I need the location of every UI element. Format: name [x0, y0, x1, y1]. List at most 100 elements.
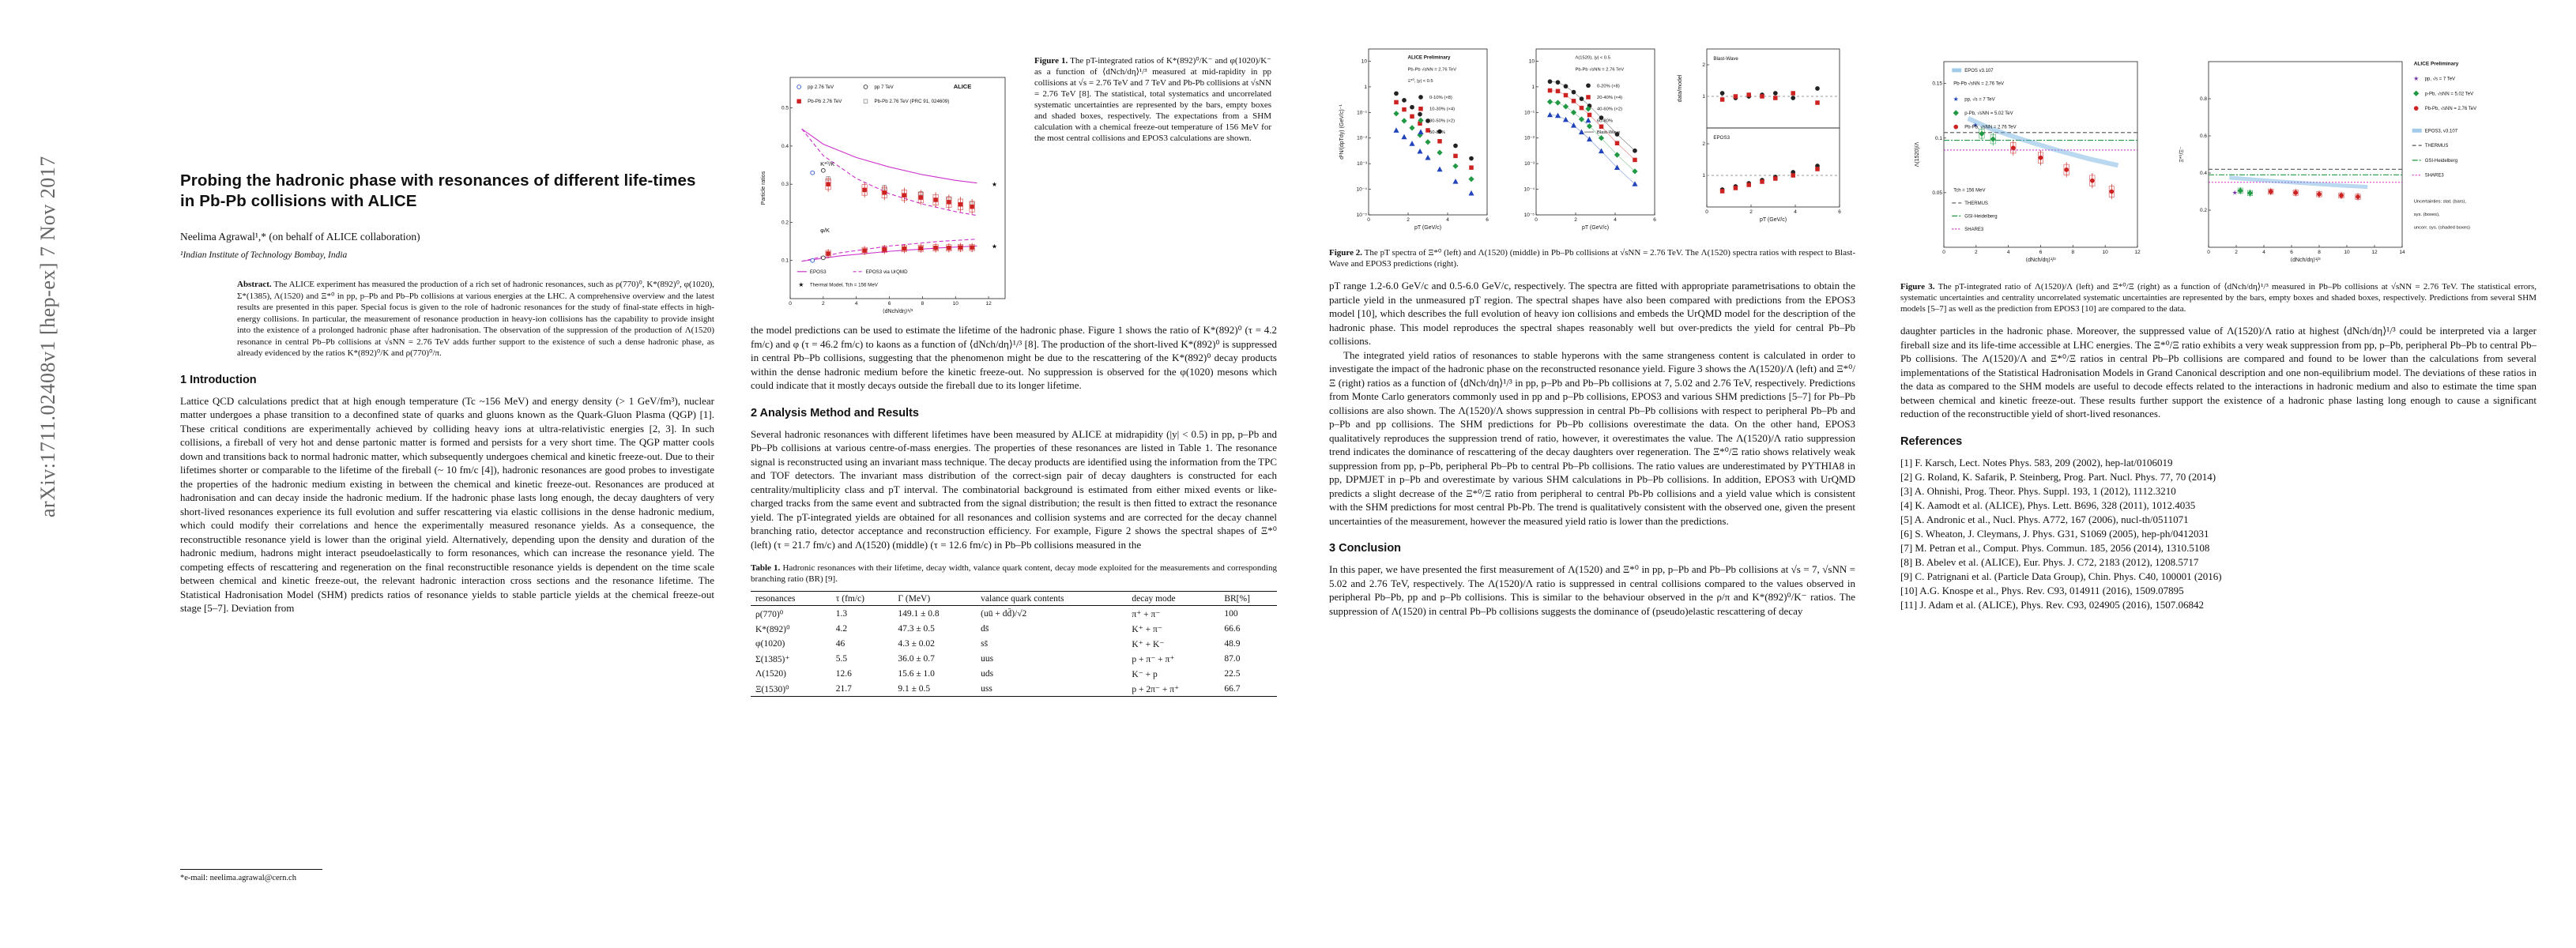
svg-text:1: 1	[1702, 94, 1705, 100]
svg-text:14: 14	[2399, 250, 2405, 255]
svg-text:12: 12	[2134, 250, 2141, 255]
figure-1-caption: Figure 1. The pT-integrated ratios of K*…	[1034, 41, 1271, 144]
svg-text:12: 12	[985, 301, 992, 307]
table-cell: 149.1 ± 0.8	[898, 608, 940, 619]
table-cell: 9.1 ± 0.5	[898, 683, 931, 694]
table-cell: K⁺ + K⁻	[1132, 639, 1165, 649]
svg-text:0.4: 0.4	[781, 144, 789, 149]
page3-paragraph-1: pT range 1.2-6.0 GeV/c and 0.5-6.0 GeV/c…	[1329, 280, 1855, 347]
table-cell: K*(892)⁰	[755, 624, 790, 634]
table-row: φ(1020) 46 4.3 ± 0.02 ss̄ K⁺ + K⁻ 48.9	[751, 636, 1277, 651]
reference-entry: [3] A. Ohnishi, Prog. Theor. Phys. Suppl…	[1900, 484, 2176, 497]
svg-text:Pb-Pb √sNN = 2.76 TeV: Pb-Pb √sNN = 2.76 TeV	[1576, 66, 1625, 72]
figure-1-plot-svg: 0 2 4 6 8 10 12 0.1 0.2 0.3 0.4 0.5 ⟨dNch/dη⟩¹/³ Part…	[761, 77, 1006, 314]
table-cell: 21.7	[835, 683, 852, 694]
svg-text:8: 8	[921, 301, 925, 307]
table-cell: 100	[1224, 608, 1238, 619]
table-cell: ds̄	[981, 623, 989, 634]
svg-text:10⁻¹: 10⁻¹	[1357, 110, 1368, 115]
svg-text:ALICE: ALICE	[954, 83, 972, 90]
table-cell: p + π⁻ + π⁺	[1132, 654, 1175, 664]
svg-text:6: 6	[1653, 217, 1656, 223]
table-cell: K⁻ + p	[1132, 669, 1158, 679]
svg-text:4: 4	[2262, 250, 2265, 255]
table-cell: ss̄	[981, 638, 989, 649]
table-cell: uss	[981, 683, 992, 694]
svg-text:SHARE3: SHARE3	[2425, 174, 2445, 179]
svg-text:pT (GeV/c): pT (GeV/c)	[1414, 225, 1441, 231]
svg-text:10: 10	[1361, 58, 1368, 64]
svg-text:SHARE3: SHARE3	[1964, 228, 1984, 232]
svg-text:pT (GeV/c): pT (GeV/c)	[1760, 217, 1787, 223]
svg-text:4: 4	[1794, 209, 1797, 215]
svg-text:50-80%: 50-80%	[1429, 130, 1445, 135]
svg-text:10: 10	[2344, 250, 2350, 255]
table-header-cell: valance quark contents	[981, 593, 1064, 604]
figure-2-plot: 0 2 4 6 10⁻⁵ 10⁻⁴ 10⁻³ 10⁻² 10⁻¹ 1 10 pT (GeV/c) d²N…	[1329, 38, 1855, 241]
table-cell: p + 2π⁻ + π⁺	[1132, 684, 1180, 694]
svg-text:THERMUS: THERMUS	[2425, 144, 2449, 149]
author-line: Neelima Agrawal¹,* (on behalf of ALICE c…	[180, 231, 420, 243]
abstract-text: The ALICE experiment has measured the pr…	[237, 280, 714, 358]
svg-text:10⁻²: 10⁻²	[1524, 136, 1535, 141]
svg-text:0.1: 0.1	[781, 258, 789, 264]
svg-text:★: ★	[1972, 122, 1978, 129]
footnote-rule	[180, 869, 322, 870]
table-row: Λ(1520) 12.6 15.6 ± 1.0 uds K⁻ + p 22.5	[751, 666, 1277, 681]
svg-text:THERMUS: THERMUS	[1964, 201, 1988, 206]
svg-text:0.05: 0.05	[1932, 190, 1942, 196]
reference-entry: [9] C. Patrignani et al. (Particle Data …	[1900, 570, 2222, 582]
svg-text:Λ(1520)/Λ: Λ(1520)/Λ	[1915, 141, 1920, 167]
svg-text:Tch = 156 MeV: Tch = 156 MeV	[1953, 189, 1985, 194]
footnote-email: *e-mail: neelima.agrawal@cern.ch	[180, 874, 296, 882]
svg-text:EPOS3: EPOS3	[810, 269, 827, 275]
table-header-row: resonances τ (fm/c) Γ (MeV) valance quark c…	[751, 592, 1277, 606]
svg-text:Ξ*⁰, |y| < 0.5: Ξ*⁰, |y| < 0.5	[1408, 78, 1433, 84]
svg-text:0.4: 0.4	[2200, 171, 2207, 176]
svg-text:10⁻²: 10⁻²	[1357, 136, 1368, 141]
table-cell: 1.3	[835, 608, 848, 619]
svg-text:★: ★	[992, 243, 997, 250]
svg-text:10⁻⁴: 10⁻⁴	[1357, 187, 1368, 193]
figure-3-caption: Figure 3. The pT-integrated ratio of Λ(1…	[1900, 281, 2536, 314]
figure-1-caption-label: Figure 1.	[1034, 56, 1068, 66]
svg-text:0-10% (×8): 0-10% (×8)	[1429, 96, 1452, 100]
svg-text:φ/K: φ/K	[820, 227, 830, 234]
svg-text:★: ★	[2413, 75, 2419, 82]
table-cell: 36.0 ± 0.7	[898, 653, 935, 664]
svg-text:0.6: 0.6	[2200, 134, 2207, 139]
table-cell: uds	[981, 668, 994, 679]
table-cell: π⁺ + π⁻	[1132, 609, 1161, 619]
arxiv-stamp: arXiv:1711.02408v1 [hep-ex] 7 Nov 2017	[36, 156, 59, 517]
figure-1-block: 0 2 4 6 8 10 12 0.1 0.2 0.3 0.4 0.5 ⟨dNch/dη⟩¹/³ Part…	[751, 41, 1277, 323]
svg-text:6: 6	[888, 301, 891, 307]
reference-entry: [6] S. Wheaton, J. Cleymans, J. Phys. G3…	[1900, 527, 2209, 540]
page-4: 0 2 4 6 8 10 12 0.05 0.1 0.15 ⟨dNch/dη⟩¹/³ Λ(1520)/…	[1900, 38, 2536, 612]
svg-text:10-30% (×4): 10-30% (×4)	[1429, 107, 1455, 112]
svg-text:⟨dNch/dη⟩¹/³: ⟨dNch/dη⟩¹/³	[2290, 257, 2321, 263]
page-3: 0 2 4 6 10⁻⁵ 10⁻⁴ 10⁻³ 10⁻² 10⁻¹ 1 10 pT (GeV/c) d²N…	[1329, 38, 1855, 618]
svg-text:4: 4	[2007, 250, 2010, 255]
svg-text:10⁻³: 10⁻³	[1357, 161, 1368, 167]
table-1: resonances τ (fm/c) Γ (MeV) valance quark c…	[751, 591, 1277, 697]
svg-text:pp, √s = 7 TeV: pp, √s = 7 TeV	[1964, 96, 1994, 102]
svg-text:Pb-Pb √sNN = 2.76 TeV: Pb-Pb √sNN = 2.76 TeV	[1408, 66, 1457, 72]
table-row: Σ(1385)⁺ 5.5 36.0 ± 0.7 uus p + π⁻ + π⁺ 87.0	[751, 651, 1277, 666]
svg-text:Ξ*⁰/Ξ⁻: Ξ*⁰/Ξ⁻	[2179, 146, 2185, 163]
table-header-cell: resonances	[755, 593, 796, 604]
footnote-block: *e-mail: neelima.agrawal@cern.ch	[180, 869, 714, 882]
svg-text:0.1: 0.1	[1935, 136, 1942, 141]
table-cell: 5.5	[835, 653, 848, 664]
svg-text:1: 1	[1364, 85, 1367, 90]
table-header-cell: Γ (MeV)	[898, 593, 931, 604]
figure-2-caption-text: The pT spectra of Ξ*⁰ (left) and Λ(1520)…	[1329, 248, 1855, 269]
svg-text:p-Pb, √sNN = 5.02 TeV: p-Pb, √sNN = 5.02 TeV	[1964, 111, 2013, 116]
svg-text:Uncertainties: stat. (bars),: Uncertainties: stat. (bars),	[2414, 200, 2467, 205]
svg-text:2: 2	[1975, 250, 1978, 255]
table-header-cell: τ (fm/c)	[835, 593, 864, 604]
svg-text:data/model: data/model	[1678, 74, 1683, 102]
table-cell: 15.6 ± 1.0	[898, 668, 935, 679]
svg-text:Blast-Wave: Blast-Wave	[1713, 56, 1738, 62]
svg-text:EPOS3, v3.107: EPOS3, v3.107	[2425, 129, 2458, 134]
